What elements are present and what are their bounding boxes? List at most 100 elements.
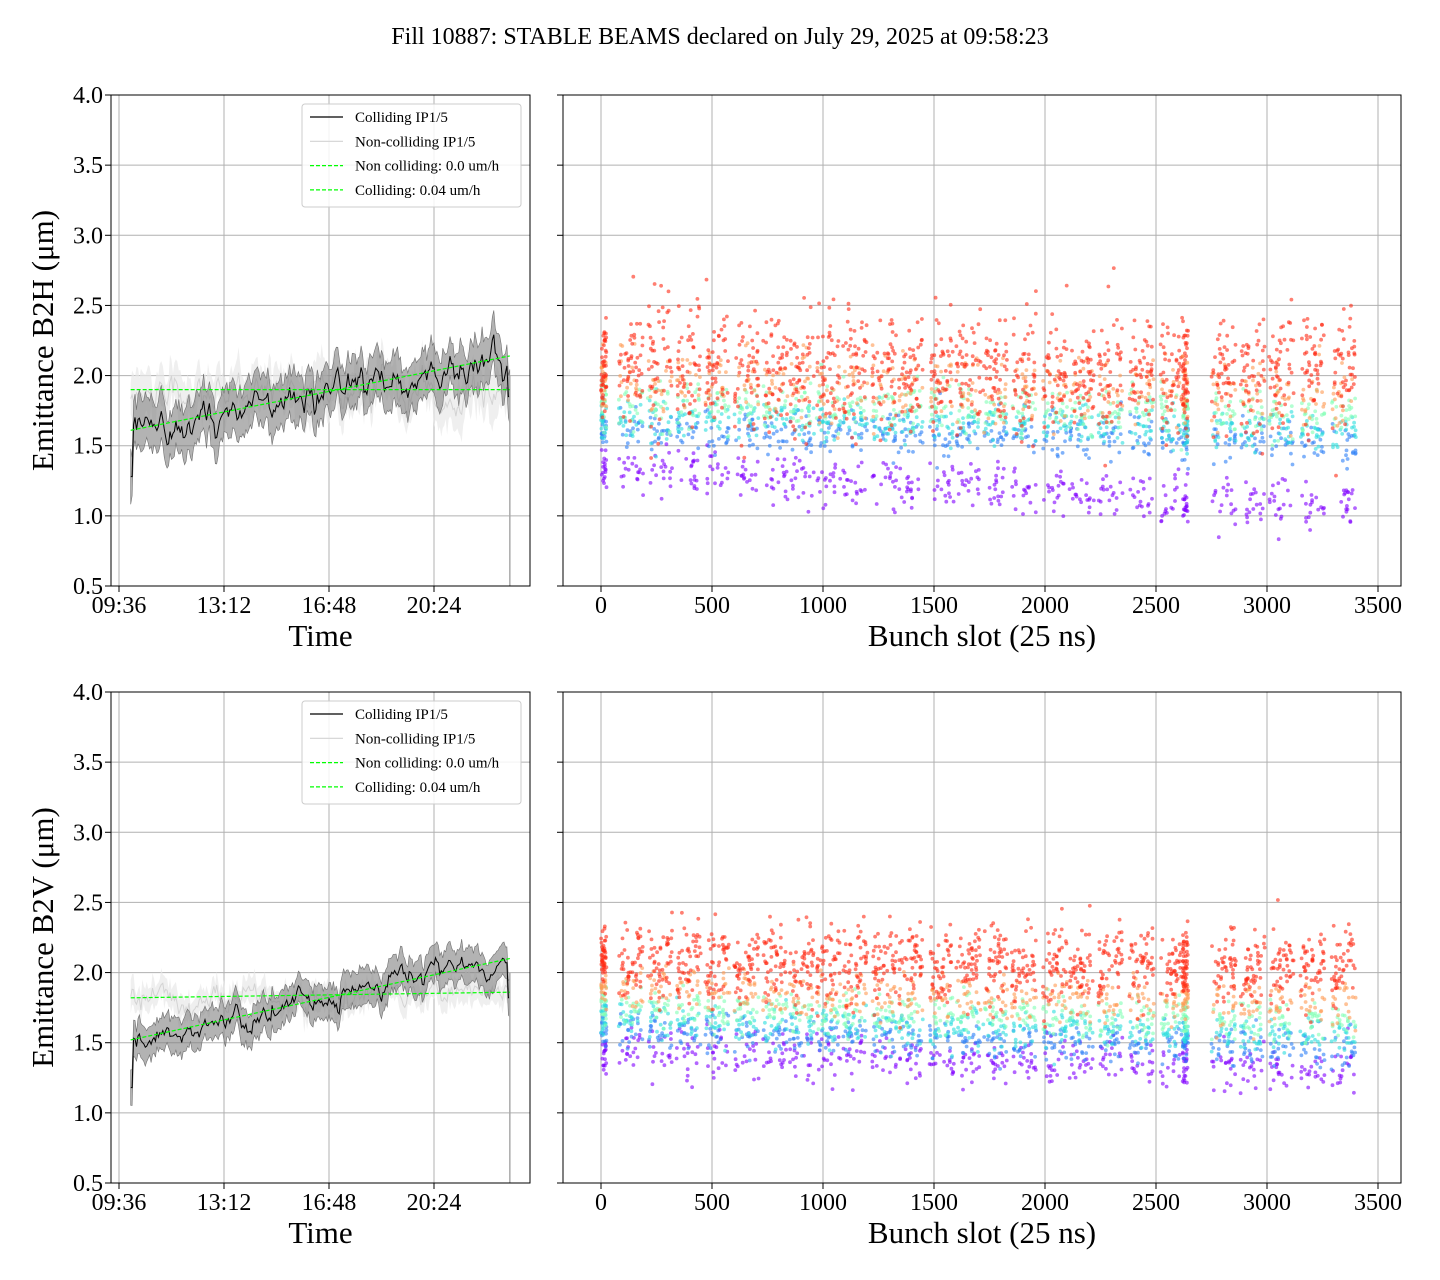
bunch-point	[964, 381, 968, 386]
bunch-point	[1345, 507, 1350, 512]
bunch-point	[599, 1030, 604, 1035]
bunch-point	[705, 476, 710, 481]
bunch-point	[818, 372, 822, 376]
bunch-point	[668, 1022, 673, 1026]
bunch-point	[946, 426, 951, 430]
time-xtick-label: 20:24	[407, 1190, 462, 1216]
bunch-point	[1073, 359, 1078, 364]
bunch-point	[945, 349, 950, 354]
bunch-point	[1319, 337, 1323, 342]
bunch-point	[961, 429, 966, 433]
bunch-point	[704, 420, 709, 424]
bunch-point	[1286, 488, 1290, 493]
bunch-point	[623, 420, 628, 425]
bunch-point	[946, 454, 951, 459]
bunch-point	[616, 1024, 621, 1029]
bunch-point	[808, 973, 813, 977]
bunch-point	[874, 409, 879, 413]
bunch-point	[1216, 407, 1221, 412]
bunch-point	[1103, 432, 1108, 437]
bunch-point	[894, 333, 898, 338]
bunch-point	[860, 320, 864, 325]
bunch-point	[1003, 415, 1008, 420]
bunch-point	[1147, 395, 1152, 399]
bunch-point	[1011, 406, 1016, 411]
bunch-point	[660, 1038, 664, 1043]
time-xtick-label: 13:12	[197, 593, 252, 619]
bunch-point	[740, 405, 744, 410]
bunch-point	[604, 316, 608, 320]
bunch-point	[848, 404, 853, 409]
bunch-point	[1045, 369, 1050, 374]
bunch-point	[1347, 325, 1352, 329]
bunch-point	[1077, 355, 1081, 360]
bunch-point	[785, 412, 789, 416]
bunch-point	[1219, 398, 1224, 403]
bunch-point	[753, 1032, 758, 1037]
bunch-point	[1218, 321, 1223, 326]
bunch-point	[735, 387, 740, 391]
bunch-point	[1164, 443, 1169, 447]
bunch-point	[1114, 496, 1119, 500]
bunch-point	[682, 1046, 686, 1051]
bunch-point	[688, 968, 693, 973]
bunch-point	[1250, 397, 1255, 402]
bunch-point	[1068, 429, 1073, 434]
bunch-point	[710, 467, 715, 472]
bunch-point	[1217, 390, 1221, 395]
bunch-point	[810, 995, 815, 1000]
bunch-point	[1226, 403, 1231, 408]
bunch-point	[676, 966, 681, 971]
bunch-point	[1047, 416, 1052, 420]
bunch-point	[684, 457, 689, 461]
bunch-point	[1118, 432, 1123, 436]
bunch-point	[721, 942, 725, 947]
bunch-point	[1110, 493, 1115, 498]
bunch-point	[686, 1046, 691, 1051]
bunch-point	[1169, 393, 1174, 398]
bunch-point	[807, 342, 812, 346]
bunch-point	[1083, 416, 1087, 421]
bunch-point	[638, 979, 643, 984]
bunch-point	[933, 364, 938, 368]
bunch-point	[999, 435, 1004, 439]
bunch-point	[1277, 432, 1282, 436]
bunch-point	[1251, 358, 1256, 363]
bunch-point	[1033, 311, 1038, 316]
bunch-point	[685, 1078, 689, 1083]
bunch-point	[819, 362, 823, 367]
bunch-point	[1003, 382, 1008, 387]
bunch-point	[1350, 425, 1354, 430]
bunch-point	[724, 1044, 729, 1048]
bunch-point	[1065, 405, 1069, 409]
bunch-point	[636, 1009, 641, 1014]
bunch-point	[686, 390, 691, 394]
bunch-point	[721, 1007, 725, 1012]
bunch-point	[1102, 397, 1107, 401]
bunch-point	[1278, 421, 1282, 426]
bunch-point	[1011, 494, 1016, 498]
bunch-point	[657, 435, 661, 440]
bunch-point	[1034, 289, 1038, 293]
bunch-point	[915, 374, 920, 379]
bunch-point	[1233, 427, 1237, 431]
legend-label: Non colliding: 0.0 um/h	[355, 756, 500, 772]
bunch-point	[717, 960, 722, 965]
bunch-point	[874, 414, 879, 419]
bunch-point	[799, 415, 804, 420]
bunch-point	[687, 979, 692, 984]
bunch-point	[1321, 450, 1326, 455]
bunch-point	[767, 386, 772, 391]
bunch-point	[1088, 496, 1092, 500]
bunch-point	[827, 305, 832, 310]
bunch-point	[918, 439, 923, 444]
bunch-point	[693, 425, 698, 429]
bunch-point	[1177, 361, 1182, 366]
bunch-point	[680, 980, 684, 985]
bunch-point	[739, 358, 744, 362]
bunch-point	[1146, 417, 1151, 422]
bunch-point	[789, 347, 793, 351]
bunch-point	[1058, 419, 1063, 423]
bunch-point	[627, 1040, 631, 1044]
bunch-point	[1103, 463, 1108, 468]
